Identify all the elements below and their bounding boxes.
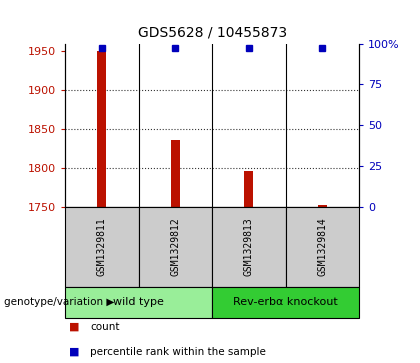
Bar <box>97 51 106 207</box>
Bar <box>318 205 327 207</box>
Text: GSM1329813: GSM1329813 <box>244 217 254 276</box>
Bar <box>171 140 180 207</box>
Text: ■: ■ <box>69 347 80 357</box>
Text: GSM1329811: GSM1329811 <box>97 217 107 276</box>
Bar <box>244 171 253 207</box>
Text: genotype/variation ▶: genotype/variation ▶ <box>4 297 115 307</box>
Text: wild type: wild type <box>113 297 164 307</box>
Text: percentile rank within the sample: percentile rank within the sample <box>90 347 266 357</box>
Text: GSM1329814: GSM1329814 <box>318 217 327 276</box>
Text: count: count <box>90 322 120 332</box>
Text: Rev-erbα knockout: Rev-erbα knockout <box>233 297 338 307</box>
Title: GDS5628 / 10455873: GDS5628 / 10455873 <box>137 26 287 40</box>
Text: GSM1329812: GSM1329812 <box>171 217 180 276</box>
Text: ■: ■ <box>69 322 80 332</box>
